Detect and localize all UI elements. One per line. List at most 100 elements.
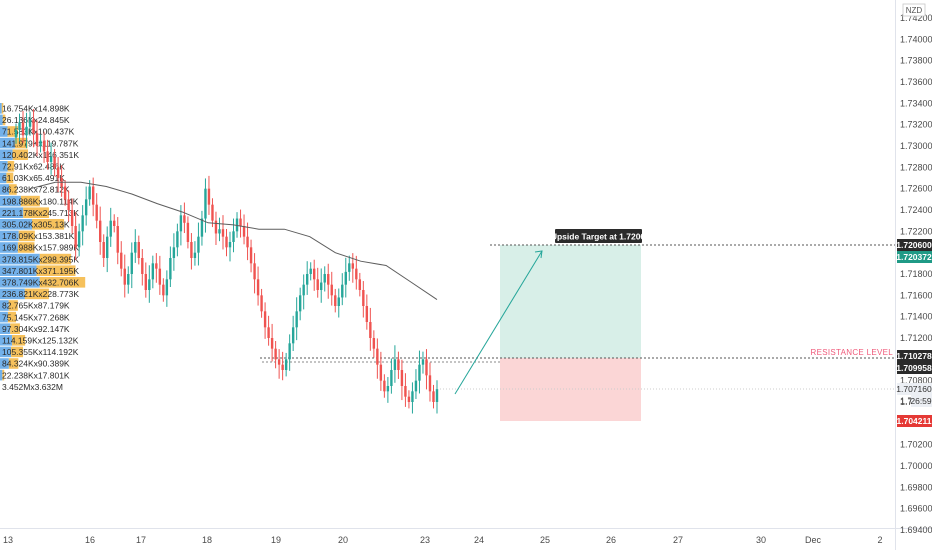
candle-body <box>200 218 204 237</box>
svg-text:26:59: 26:59 <box>910 396 932 406</box>
candle-body <box>263 311 267 328</box>
candle-body <box>267 327 270 338</box>
y-tick-label: 1.694000 <box>900 525 932 535</box>
candle-body <box>120 252 123 269</box>
y-tick-label: 1.734000 <box>900 98 932 108</box>
vp-label: 61.03Kx65.491K <box>2 173 65 183</box>
y-tick-label: 1.700000 <box>900 461 932 471</box>
vp-label: 16.754Kx14.898K <box>2 104 70 114</box>
candle-body <box>358 279 362 290</box>
candle-body <box>327 274 330 285</box>
projection-arrow[interactable] <box>454 250 543 395</box>
candle-body <box>14 130 18 138</box>
candle-body <box>256 279 260 296</box>
vp-label: 84.324Kx90.389K <box>2 359 70 369</box>
candle-body <box>239 218 242 226</box>
vp-label: 114.159Kx125.132K <box>2 336 79 346</box>
vp-sell-bar <box>12 149 29 160</box>
svg-text:1.707160: 1.707160 <box>896 384 932 394</box>
x-tick-label: 2 <box>877 535 882 545</box>
candle-body <box>421 359 425 365</box>
candle-body <box>172 247 176 258</box>
y-tick-label: 1.716000 <box>900 290 932 300</box>
candle-body <box>190 242 193 258</box>
candle-body <box>35 133 39 146</box>
candle-body <box>176 231 179 248</box>
target-callout-box[interactable] <box>555 229 642 243</box>
candle-body <box>214 220 218 234</box>
target-zone[interactable] <box>500 245 641 358</box>
candle-body <box>428 375 432 392</box>
x-tick-label: 19 <box>271 535 281 545</box>
x-tick-label: Dec <box>805 535 822 545</box>
candle-body <box>386 386 390 392</box>
candle-body <box>316 279 319 290</box>
x-tick-label: 17 <box>136 535 146 545</box>
y-tick-label: 1.730000 <box>900 141 932 151</box>
target-callout-text: Upside Target at 1.7206 <box>551 232 646 242</box>
candle-body <box>137 242 140 258</box>
vp-buy-bar <box>0 161 8 172</box>
candle-body <box>18 122 21 130</box>
svg-text:1.709958: 1.709958 <box>896 363 932 373</box>
vp-sell-bar <box>17 242 35 253</box>
candle-body <box>270 338 274 349</box>
candle-body <box>383 380 386 392</box>
candle-body <box>186 222 190 242</box>
vp-label: 3.452Mx3.632M <box>2 382 63 392</box>
vp-label: 82.765Kx87.179K <box>2 301 70 311</box>
candle-body <box>158 268 162 285</box>
svg-text:1.704211: 1.704211 <box>897 416 932 426</box>
vp-label: 178.09Kx153.381K <box>2 231 75 241</box>
vp-sell-bar <box>14 137 28 149</box>
candle-body <box>74 226 77 248</box>
candle-body <box>228 242 232 248</box>
x-tick-label: 23 <box>420 535 430 545</box>
candle-body <box>77 231 81 248</box>
vp-sell-bar <box>18 230 35 242</box>
vp-buy-bar <box>0 277 40 288</box>
svg-text:1.720372: 1.720372 <box>896 252 932 262</box>
candle-body <box>218 229 221 234</box>
candle-body <box>288 343 291 360</box>
y-tick-label: 1.696000 <box>900 504 932 514</box>
candle-body <box>337 297 340 306</box>
vp-sell-bar <box>1 103 4 114</box>
vp-sell-bar <box>20 195 40 207</box>
candle-body <box>365 306 369 322</box>
candle-body <box>179 215 183 232</box>
x-tick-label: 25 <box>540 535 550 545</box>
vp-label: 71.583Kx100.437K <box>2 127 75 137</box>
price-tag-target: 1.720600 <box>896 239 932 251</box>
vp-buy-bar <box>0 311 8 323</box>
vp-sell-bar <box>8 300 18 311</box>
vp-sell-bar <box>11 335 26 346</box>
vp-buy-bar <box>0 242 18 253</box>
candle-body <box>123 268 126 285</box>
candle-body <box>134 242 137 253</box>
candle-body <box>284 359 288 370</box>
vp-buy-bar <box>0 300 9 311</box>
candle-body <box>376 348 379 365</box>
price-tag-countdown: 1.7 26:59 <box>900 395 932 407</box>
vp-buy-bar <box>0 265 37 276</box>
candle-body <box>67 199 70 210</box>
x-tick-label: 16 <box>85 535 95 545</box>
candle-body <box>28 119 32 127</box>
candle-body <box>330 284 333 296</box>
candle-body <box>109 220 112 237</box>
vp-sell-bar <box>7 311 17 323</box>
vp-buy-bar <box>0 358 9 369</box>
candle-body <box>197 236 200 253</box>
candle-body <box>25 126 28 136</box>
candle-body <box>372 338 376 349</box>
vp-buy-bar <box>0 137 15 149</box>
candle-body <box>411 391 414 402</box>
price-tag-stop: 1.704211 <box>897 415 932 427</box>
candle-body <box>88 186 91 200</box>
candle-body <box>344 271 347 285</box>
vp-label: 86.238Kx72.812K <box>2 185 70 195</box>
y-tick-label: 1.712000 <box>900 333 932 343</box>
x-tick-label: 20 <box>338 535 348 545</box>
